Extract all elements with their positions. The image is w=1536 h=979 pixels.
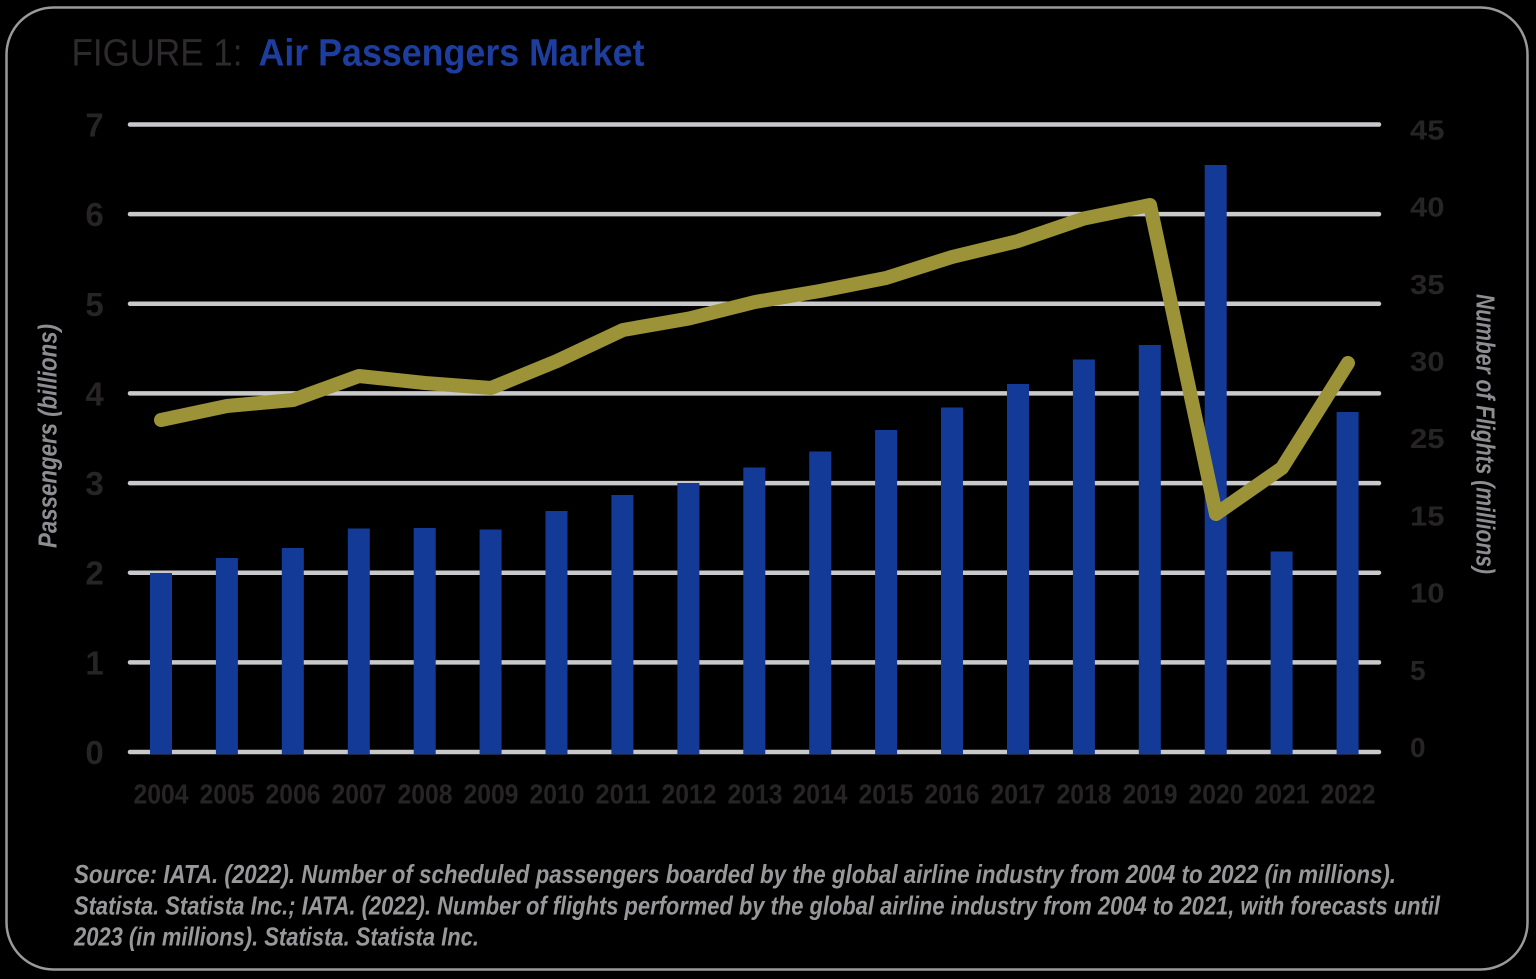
- svg-text:0: 0: [1410, 732, 1426, 763]
- svg-text:35: 35: [1410, 269, 1445, 300]
- svg-text:2007: 2007: [332, 778, 387, 809]
- svg-text:Passengers (billions): Passengers (billions): [35, 324, 63, 548]
- svg-text:2020: 2020: [1189, 778, 1244, 809]
- svg-text:2016: 2016: [925, 778, 980, 809]
- svg-text:2012: 2012: [662, 778, 717, 809]
- svg-text:1: 1: [85, 644, 103, 681]
- svg-text:2005: 2005: [200, 778, 255, 809]
- svg-text:FIGURE 1:: FIGURE 1:: [72, 33, 243, 75]
- svg-text:40: 40: [1410, 192, 1445, 223]
- svg-text:2009: 2009: [464, 778, 519, 809]
- svg-text:7: 7: [85, 107, 103, 144]
- svg-text:2006: 2006: [266, 778, 321, 809]
- svg-text:45: 45: [1410, 114, 1445, 145]
- svg-text:2011: 2011: [596, 778, 651, 809]
- svg-text:2017: 2017: [991, 778, 1046, 809]
- svg-text:Source: IATA. (2022). Number o: Source: IATA. (2022). Number of schedule…: [74, 861, 1396, 889]
- svg-text:0: 0: [85, 734, 103, 771]
- svg-text:5: 5: [1410, 655, 1426, 686]
- svg-text:2015: 2015: [859, 778, 914, 809]
- svg-text:30: 30: [1410, 346, 1445, 377]
- svg-text:2022: 2022: [1321, 778, 1376, 809]
- svg-text:2010: 2010: [530, 778, 585, 809]
- svg-text:2013: 2013: [728, 778, 783, 809]
- svg-text:2023 (in millions). Statista.: 2023 (in millions). Statista. Statista I…: [73, 924, 479, 952]
- svg-text:2: 2: [85, 555, 103, 592]
- svg-text:2018: 2018: [1057, 778, 1112, 809]
- svg-text:5: 5: [85, 286, 103, 323]
- svg-text:3: 3: [85, 465, 103, 502]
- svg-text:2014: 2014: [793, 778, 848, 809]
- svg-text:2019: 2019: [1123, 778, 1178, 809]
- svg-text:Number of Flights (millions): Number of Flights (millions): [1471, 294, 1499, 574]
- svg-text:2004: 2004: [134, 778, 189, 809]
- svg-text:15: 15: [1410, 500, 1445, 531]
- svg-text:6: 6: [85, 196, 103, 233]
- svg-text:10: 10: [1410, 578, 1445, 609]
- svg-text:4: 4: [85, 375, 104, 412]
- svg-text:2021: 2021: [1255, 778, 1310, 809]
- svg-text:Statista. Statista Inc.; IATA.: Statista. Statista Inc.; IATA. (2022). N…: [74, 893, 1441, 921]
- svg-text:2008: 2008: [398, 778, 453, 809]
- svg-text:25: 25: [1410, 423, 1445, 454]
- svg-text:Air Passengers Market: Air Passengers Market: [259, 33, 645, 75]
